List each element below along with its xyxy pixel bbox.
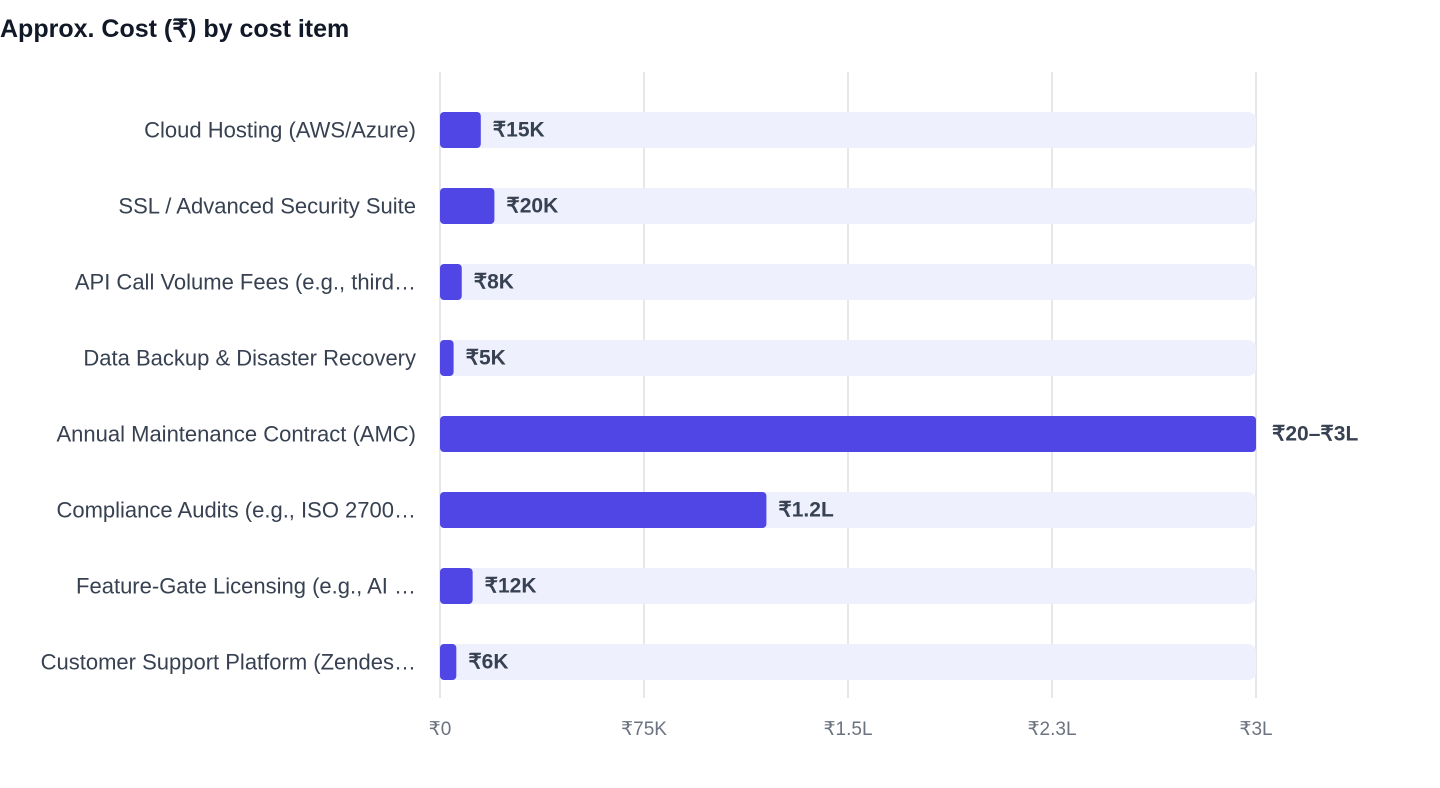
bar[interactable] [440, 264, 462, 300]
category-label: Data Backup & Disaster Recovery [83, 346, 416, 371]
category-label: Annual Maintenance Contract (AMC) [57, 422, 417, 447]
category-label: API Call Volume Fees (e.g., third… [75, 270, 416, 295]
bar[interactable] [440, 644, 457, 680]
value-label: ₹20K [506, 195, 558, 218]
value-label: ₹15K [493, 119, 545, 142]
bar[interactable] [440, 112, 481, 148]
value-label: ₹6K [468, 651, 508, 674]
value-label: ₹12K [485, 575, 537, 598]
bar[interactable] [440, 340, 454, 376]
x-tick-label: ₹75K [621, 719, 667, 740]
x-tick-label: ₹3L [1239, 719, 1272, 740]
bar-track [440, 264, 1256, 300]
value-label: ₹1.2L [778, 499, 834, 522]
category-label: Feature-Gate Licensing (e.g., AI … [76, 574, 416, 599]
x-tick-label: ₹0 [429, 719, 452, 740]
bar-track [440, 644, 1256, 680]
x-tick-label: ₹2.3L [1027, 719, 1076, 740]
value-label: ₹8K [474, 271, 514, 294]
bar-track [440, 568, 1256, 604]
x-tick-label: ₹1.5L [823, 719, 872, 740]
category-label: Compliance Audits (e.g., ISO 2700… [56, 498, 416, 523]
bar-track [440, 188, 1256, 224]
bar[interactable] [440, 492, 767, 528]
chart-title: Approx. Cost (₹) by cost item [0, 15, 350, 43]
bar[interactable] [440, 416, 1256, 452]
bar[interactable] [440, 568, 473, 604]
value-label: ₹5K [466, 347, 506, 370]
category-label: SSL / Advanced Security Suite [118, 194, 416, 219]
category-label: Customer Support Platform (Zendes… [41, 650, 416, 675]
value-label: ₹20–₹3L [1272, 423, 1358, 446]
bar-track [440, 112, 1256, 148]
category-label: Cloud Hosting (AWS/Azure) [144, 118, 416, 143]
bar[interactable] [440, 188, 495, 224]
bar-track [440, 340, 1256, 376]
